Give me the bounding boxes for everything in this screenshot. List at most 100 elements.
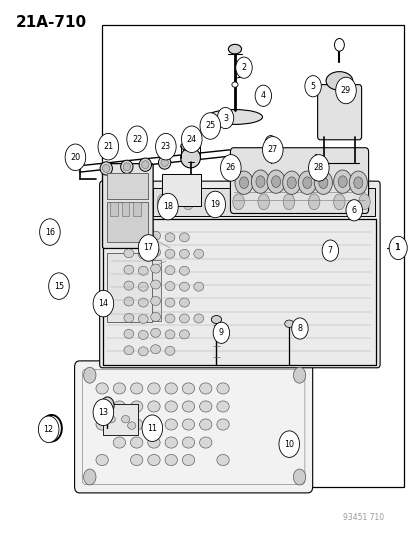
Ellipse shape	[123, 233, 133, 242]
Ellipse shape	[232, 194, 244, 210]
Circle shape	[126, 126, 147, 152]
Ellipse shape	[182, 401, 194, 412]
Text: 18: 18	[163, 202, 173, 211]
Ellipse shape	[123, 297, 133, 306]
Text: 17: 17	[143, 244, 153, 253]
Bar	[133, 203, 140, 216]
Circle shape	[40, 219, 60, 245]
Text: 16: 16	[45, 228, 55, 237]
Ellipse shape	[123, 265, 133, 274]
Text: 14: 14	[98, 299, 108, 308]
Ellipse shape	[123, 329, 133, 338]
Ellipse shape	[121, 416, 129, 423]
Ellipse shape	[165, 330, 175, 339]
Ellipse shape	[311, 160, 319, 166]
Ellipse shape	[123, 313, 133, 322]
Ellipse shape	[150, 328, 160, 337]
Circle shape	[83, 469, 96, 485]
FancyBboxPatch shape	[74, 361, 312, 493]
Circle shape	[199, 113, 220, 139]
Ellipse shape	[157, 194, 169, 210]
Ellipse shape	[199, 419, 211, 430]
Ellipse shape	[179, 282, 189, 291]
FancyBboxPatch shape	[100, 181, 379, 368]
Ellipse shape	[216, 401, 229, 412]
Circle shape	[235, 171, 252, 195]
Bar	[121, 203, 129, 216]
Text: 7: 7	[327, 246, 332, 255]
Circle shape	[93, 290, 114, 317]
Circle shape	[101, 397, 114, 414]
Ellipse shape	[308, 194, 319, 210]
Circle shape	[155, 133, 176, 160]
Text: 8: 8	[297, 324, 302, 333]
Bar	[102, 25, 404, 487]
Ellipse shape	[216, 419, 229, 430]
Text: 13: 13	[98, 408, 108, 417]
Ellipse shape	[138, 314, 148, 324]
Circle shape	[266, 170, 285, 193]
Circle shape	[65, 144, 85, 171]
Ellipse shape	[182, 437, 194, 448]
Ellipse shape	[130, 419, 142, 430]
Text: 21A-710: 21A-710	[16, 14, 87, 30]
Text: 23: 23	[160, 142, 171, 151]
Ellipse shape	[120, 160, 133, 173]
Ellipse shape	[358, 194, 369, 210]
Ellipse shape	[231, 82, 237, 87]
Ellipse shape	[138, 298, 148, 307]
Circle shape	[345, 200, 361, 221]
Ellipse shape	[182, 194, 193, 210]
Circle shape	[251, 170, 269, 193]
Ellipse shape	[165, 455, 177, 466]
Ellipse shape	[96, 383, 108, 394]
Circle shape	[38, 416, 59, 442]
Ellipse shape	[123, 346, 133, 355]
Bar	[107, 253, 152, 321]
Ellipse shape	[182, 419, 194, 430]
Ellipse shape	[165, 298, 175, 307]
Ellipse shape	[138, 282, 148, 291]
Circle shape	[334, 38, 344, 51]
Circle shape	[213, 322, 229, 343]
Ellipse shape	[180, 148, 200, 168]
Ellipse shape	[165, 266, 175, 274]
Text: 22: 22	[132, 135, 142, 144]
Ellipse shape	[165, 419, 177, 430]
Ellipse shape	[150, 264, 160, 273]
Bar	[107, 260, 161, 320]
Text: 26: 26	[225, 164, 235, 172]
Circle shape	[293, 367, 305, 383]
Ellipse shape	[96, 401, 108, 412]
Text: 15: 15	[54, 281, 64, 290]
Ellipse shape	[193, 282, 203, 291]
Text: 4: 4	[260, 91, 265, 100]
Ellipse shape	[130, 401, 142, 412]
Ellipse shape	[282, 194, 294, 210]
Ellipse shape	[222, 160, 230, 166]
Ellipse shape	[123, 163, 130, 171]
FancyBboxPatch shape	[230, 148, 368, 214]
Ellipse shape	[206, 110, 262, 124]
Bar	[107, 203, 148, 242]
Circle shape	[220, 155, 240, 181]
Ellipse shape	[147, 401, 160, 412]
Bar	[161, 174, 200, 206]
Ellipse shape	[165, 249, 175, 259]
Circle shape	[49, 273, 69, 300]
Ellipse shape	[150, 312, 160, 321]
Circle shape	[278, 431, 299, 457]
Circle shape	[349, 171, 366, 195]
Ellipse shape	[113, 401, 125, 412]
Ellipse shape	[138, 266, 148, 275]
Ellipse shape	[179, 298, 189, 307]
Ellipse shape	[113, 437, 125, 448]
Ellipse shape	[165, 346, 175, 356]
Circle shape	[239, 177, 248, 189]
Text: 93451 710: 93451 710	[342, 513, 383, 522]
Text: 9: 9	[218, 328, 223, 337]
Circle shape	[255, 176, 264, 188]
Circle shape	[204, 191, 225, 217]
Ellipse shape	[113, 419, 125, 430]
Text: 6: 6	[351, 206, 356, 215]
